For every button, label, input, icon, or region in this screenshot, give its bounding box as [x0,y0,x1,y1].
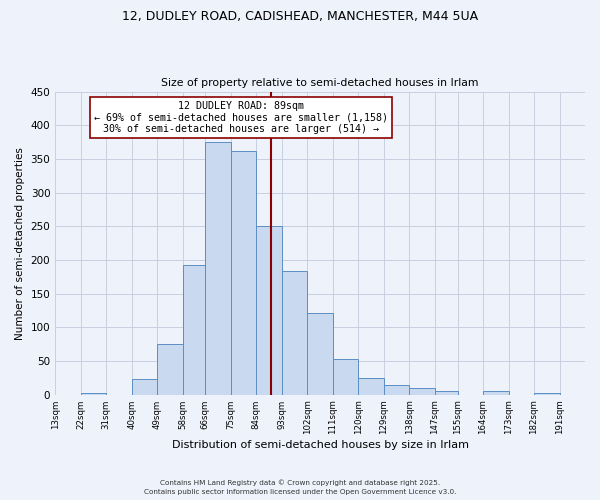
Bar [205,142,231,395]
Y-axis label: Number of semi-detached properties: Number of semi-detached properties [15,146,25,340]
X-axis label: Distribution of semi-detached houses by size in Irlam: Distribution of semi-detached houses by … [172,440,469,450]
Bar [409,388,435,394]
Text: 12, DUDLEY ROAD, CADISHEAD, MANCHESTER, M44 5UA: 12, DUDLEY ROAD, CADISHEAD, MANCHESTER, … [122,10,478,23]
Bar [282,272,307,394]
Bar [157,344,182,395]
Text: 12 DUDLEY ROAD: 89sqm
← 69% of semi-detached houses are smaller (1,158)
30% of s: 12 DUDLEY ROAD: 89sqm ← 69% of semi-deta… [94,100,388,134]
Bar [435,392,458,394]
Bar [131,378,157,394]
Bar [333,359,358,394]
Bar [182,264,205,394]
Text: Contains HM Land Registry data © Crown copyright and database right 2025.
Contai: Contains HM Land Registry data © Crown c… [144,480,456,495]
Bar [483,390,509,394]
Title: Size of property relative to semi-detached houses in Irlam: Size of property relative to semi-detach… [161,78,479,88]
Bar [256,226,282,394]
Bar [358,378,384,394]
Bar [307,312,333,394]
Bar [231,151,256,394]
Bar [384,386,409,394]
